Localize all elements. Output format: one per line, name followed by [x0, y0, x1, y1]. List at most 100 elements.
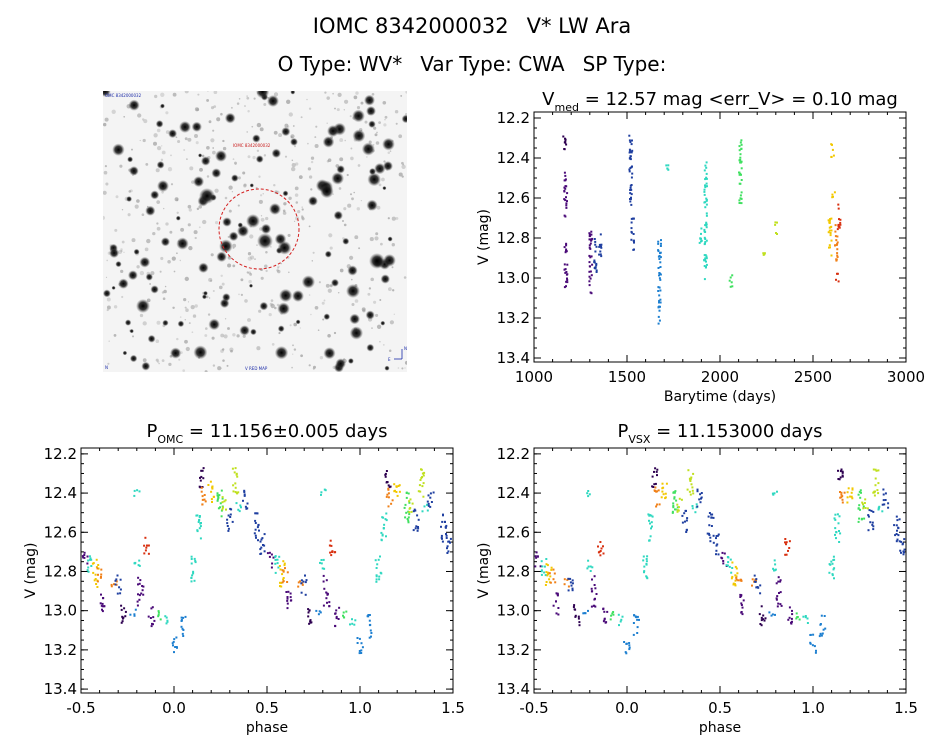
data-point — [735, 567, 738, 570]
faint-star — [165, 222, 169, 226]
faint-star — [176, 211, 179, 214]
data-point — [270, 553, 273, 556]
data-point — [653, 483, 656, 486]
data-point — [695, 506, 698, 509]
data-point — [220, 515, 223, 518]
data-point — [556, 594, 559, 597]
data-point — [740, 160, 743, 163]
data-point — [661, 487, 664, 490]
data-point — [836, 241, 839, 244]
data-point — [654, 467, 657, 470]
data-point — [873, 491, 876, 494]
data-point — [308, 609, 311, 612]
data-point — [416, 529, 419, 532]
data-point — [834, 235, 837, 238]
data-point — [629, 200, 632, 203]
star — [124, 319, 132, 326]
data-point — [671, 511, 674, 514]
data-point — [221, 508, 224, 511]
bright-star — [179, 121, 191, 133]
data-point — [739, 161, 742, 164]
data-point — [307, 611, 310, 614]
faint-star — [223, 334, 228, 339]
data-point — [835, 259, 838, 262]
data-point — [740, 147, 743, 150]
faint-star — [247, 109, 250, 113]
data-point — [660, 496, 663, 499]
data-point — [839, 221, 842, 224]
data-point — [588, 254, 591, 257]
data-point — [598, 550, 601, 553]
data-point — [195, 514, 198, 517]
data-point — [831, 193, 834, 196]
data-point — [833, 517, 836, 520]
star — [323, 347, 336, 360]
faint-star — [189, 166, 194, 171]
star — [301, 275, 316, 289]
data-point — [321, 567, 324, 570]
data-point — [738, 171, 741, 174]
data-point — [120, 608, 123, 611]
data-point — [567, 577, 570, 580]
data-point — [704, 259, 707, 262]
data-point — [121, 620, 124, 623]
data-point — [592, 604, 595, 607]
data-point — [738, 149, 741, 152]
chart-title-main: V — [542, 89, 555, 110]
data-point — [725, 565, 728, 567]
data-point — [240, 506, 242, 509]
data-point — [851, 487, 854, 490]
data-point — [647, 513, 650, 516]
data-point — [895, 540, 898, 543]
data-point — [172, 640, 175, 643]
data-point — [282, 569, 285, 572]
data-point — [632, 240, 635, 242]
data-point — [828, 244, 831, 247]
data-point — [815, 649, 817, 652]
data-point — [768, 611, 771, 614]
data-point — [368, 619, 371, 622]
faint-star — [104, 117, 109, 122]
data-point — [705, 223, 708, 226]
bright-star — [369, 253, 385, 269]
data-point — [881, 510, 884, 513]
data-point — [535, 556, 538, 559]
data-point — [877, 482, 880, 485]
star — [147, 334, 156, 343]
data-point — [320, 559, 323, 561]
faint-star — [103, 215, 106, 220]
data-point — [116, 592, 119, 595]
data-point — [828, 563, 831, 566]
data-point — [570, 584, 573, 587]
data-point — [284, 567, 286, 570]
faint-star — [264, 264, 268, 269]
data-point — [198, 485, 201, 488]
data-point — [839, 476, 842, 479]
data-point — [233, 471, 236, 474]
compass-north-label: N — [404, 346, 407, 351]
faint-star — [299, 327, 301, 329]
data-point — [739, 158, 742, 161]
data-point — [740, 173, 742, 176]
faint-star — [314, 305, 319, 310]
data-point — [602, 607, 605, 610]
data-point — [659, 289, 662, 292]
data-point — [643, 570, 646, 573]
faint-star — [184, 339, 188, 344]
data-point — [796, 616, 799, 618]
faint-star — [324, 91, 327, 94]
data-point — [673, 496, 676, 499]
data-point — [705, 182, 708, 185]
data-point — [564, 199, 567, 202]
chart-title: Vmed = 12.57 mag <err_V> = 0.10 mag — [542, 89, 898, 114]
data-point — [279, 568, 282, 571]
faint-star — [170, 183, 174, 186]
data-point — [550, 568, 553, 571]
data-point — [290, 599, 293, 602]
data-point — [603, 618, 606, 621]
data-point — [790, 617, 793, 620]
data-point — [739, 161, 742, 164]
faint-star — [131, 238, 136, 243]
star-field — [103, 91, 407, 372]
faint-star — [167, 167, 173, 172]
